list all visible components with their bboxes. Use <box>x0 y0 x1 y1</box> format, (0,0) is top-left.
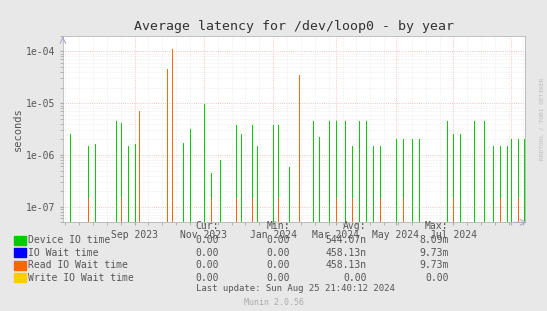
Text: Write IO Wait time: Write IO Wait time <box>28 273 134 283</box>
Text: Munin 2.0.56: Munin 2.0.56 <box>243 298 304 307</box>
Text: 458.13n: 458.13n <box>325 248 366 258</box>
Text: 0.00: 0.00 <box>195 248 219 258</box>
Text: 0.00: 0.00 <box>266 248 290 258</box>
Text: 0.00: 0.00 <box>266 235 290 245</box>
Text: 0.00: 0.00 <box>266 273 290 283</box>
Text: Min:: Min: <box>266 220 290 230</box>
Text: RRDTOOL / TOBI OETIKER: RRDTOOL / TOBI OETIKER <box>539 78 544 160</box>
Y-axis label: seconds: seconds <box>13 107 23 151</box>
Text: Read IO Wait time: Read IO Wait time <box>28 260 129 270</box>
Text: 0.00: 0.00 <box>266 260 290 270</box>
Text: 0.00: 0.00 <box>343 273 366 283</box>
Text: 544.07n: 544.07n <box>325 235 366 245</box>
Text: 9.73m: 9.73m <box>419 248 449 258</box>
Text: 0.00: 0.00 <box>195 235 219 245</box>
Text: Cur:: Cur: <box>195 220 219 230</box>
Title: Average latency for /dev/loop0 - by year: Average latency for /dev/loop0 - by year <box>134 20 454 33</box>
Text: Last update: Sun Aug 25 21:40:12 2024: Last update: Sun Aug 25 21:40:12 2024 <box>196 284 395 293</box>
Text: 8.09m: 8.09m <box>419 235 449 245</box>
Text: 0.00: 0.00 <box>195 260 219 270</box>
Text: 9.73m: 9.73m <box>419 260 449 270</box>
Text: 0.00: 0.00 <box>195 273 219 283</box>
Text: 458.13n: 458.13n <box>325 260 366 270</box>
Text: Max:: Max: <box>425 220 449 230</box>
Text: IO Wait time: IO Wait time <box>28 248 99 258</box>
Text: Device IO time: Device IO time <box>28 235 110 245</box>
Text: 0.00: 0.00 <box>425 273 449 283</box>
Text: Avg:: Avg: <box>343 220 366 230</box>
